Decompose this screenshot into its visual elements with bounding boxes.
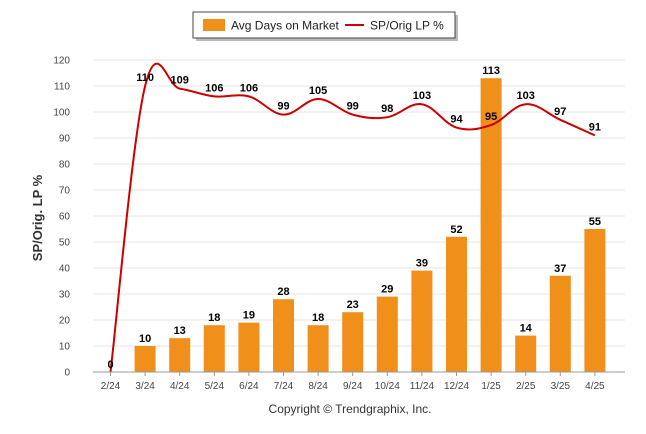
bar-3/24 <box>134 346 156 372</box>
bar-value-label: 28 <box>277 286 289 298</box>
bar-1/25 <box>480 78 502 372</box>
bar-value-label: 10 <box>139 333 151 345</box>
x-tick-label: 4/25 <box>585 381 605 392</box>
y-tick-label: 80 <box>59 160 71 171</box>
y-axis-label: SP/Orig. LP % <box>30 174 45 261</box>
y-axis-ticks: 0 10 20 30 40 50 60 70 80 90 100 110 120 <box>53 56 70 379</box>
x-tick-label: 5/24 <box>205 381 225 392</box>
bar-value-label: 13 <box>174 325 186 337</box>
x-tick-label: 12/24 <box>444 381 469 392</box>
line-series-sp-orig-lp <box>109 62 596 373</box>
line-value-label: 98 <box>381 103 393 115</box>
bar-7/24 <box>273 299 294 372</box>
line-value-label: 95 <box>485 111 497 123</box>
x-tick-label: 3/24 <box>135 381 155 392</box>
x-tick-label: 6/24 <box>239 381 259 392</box>
y-tick-label: 0 <box>64 368 70 379</box>
legend-bar-swatch <box>203 19 225 31</box>
x-axis-ticks: 2/24 3/24 4/24 5/24 6/24 7/24 8/24 9/24 10/24 11/… <box>101 372 605 392</box>
bar-value-label: 55 <box>589 216 601 228</box>
x-tick-label: 7/24 <box>274 381 294 392</box>
y-tick-label: 40 <box>59 264 71 275</box>
bar-4/24 <box>169 338 191 372</box>
y-tick-label: 10 <box>59 342 71 353</box>
y-tick-label: 100 <box>53 108 70 119</box>
bar-10/24 <box>376 296 398 372</box>
line-value-label: 99 <box>277 101 289 113</box>
line-value-label: 106 <box>205 82 223 94</box>
legend-box <box>192 11 456 39</box>
line-value-label: 103 <box>413 90 431 102</box>
bar-3/25 <box>549 275 571 372</box>
bar-4/25 <box>584 229 606 372</box>
line-value-label: 91 <box>589 121 601 133</box>
x-tick-label: 4/24 <box>170 381 190 392</box>
x-tick-label: 1/25 <box>481 381 501 392</box>
bar-value-label: 37 <box>554 263 566 275</box>
bar-value-label: 19 <box>243 310 255 322</box>
line-value-label: 94 <box>450 114 463 126</box>
line-data-labels: 110 109 106 106 99 105 99 98 103 94 95 103 97 91 <box>136 72 601 133</box>
y-tick-label: 20 <box>59 316 71 327</box>
bar-value-label: 29 <box>381 284 393 296</box>
copyright-text: Copyright © Trendgraphix, Inc. <box>269 402 432 416</box>
line-value-label: 105 <box>309 85 327 97</box>
y-tick-label: 90 <box>59 134 71 145</box>
legend: Avg Days on Market SP/Orig LP % <box>192 11 458 41</box>
y-tick-label: 50 <box>59 238 71 249</box>
legend-label-sp-orig-lp: SP/Orig LP % <box>370 19 444 33</box>
line-value-label: 109 <box>171 75 189 87</box>
y-tick-label: 110 <box>54 82 70 93</box>
line-value-label: 103 <box>517 90 535 102</box>
line-value-label: 106 <box>240 82 258 94</box>
y-tick-label: 30 <box>59 290 71 301</box>
x-tick-label: 8/24 <box>308 381 328 392</box>
bar-value-label: 14 <box>520 323 533 335</box>
bar-2/25 <box>515 335 537 372</box>
bar-6/24 <box>238 322 260 372</box>
line-value-label: 99 <box>347 101 359 113</box>
x-tick-label: 10/24 <box>375 381 400 392</box>
line-value-label: 97 <box>554 106 566 118</box>
bar-value-label: 18 <box>208 312 220 324</box>
y-tick-label: 70 <box>59 186 71 197</box>
gridlines <box>93 59 625 373</box>
bar-9/24 <box>342 312 364 372</box>
x-tick-label: 3/25 <box>551 381 571 392</box>
x-tick-label: 9/24 <box>343 381 363 392</box>
bar-12/24 <box>446 236 467 372</box>
bar-11/24 <box>411 270 433 372</box>
bar-data-labels: 0 10 13 18 19 28 18 23 29 39 52 113 14 37 55 <box>107 65 601 371</box>
bar-value-label: 0 <box>107 359 113 371</box>
y-tick-label: 60 <box>59 212 71 223</box>
x-tick-label: 2/25 <box>516 381 536 392</box>
bar-value-label: 52 <box>450 224 462 236</box>
y-tick-label: 120 <box>53 56 70 67</box>
bar-value-label: 113 <box>482 65 500 77</box>
bar-series-avg-days <box>134 78 606 372</box>
legend-label-avg-days: Avg Days on Market <box>231 19 339 33</box>
bar-value-label: 39 <box>416 258 428 270</box>
bar-value-label: 23 <box>347 299 359 311</box>
x-tick-label: 11/24 <box>410 381 435 392</box>
x-tick-label: 2/24 <box>101 381 121 392</box>
bar-5/24 <box>203 325 225 372</box>
bar-8/24 <box>307 325 329 372</box>
line-value-label: 110 <box>136 72 154 84</box>
bar-value-label: 18 <box>312 312 324 324</box>
